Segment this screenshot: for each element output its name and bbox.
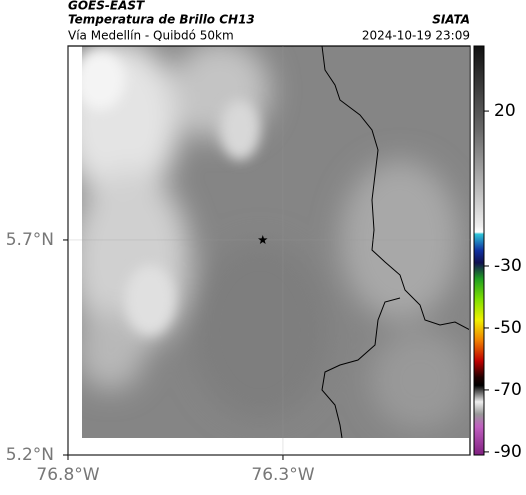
y-tick-label: 5.7°N [6,230,54,250]
subtitle: Temperatura de Brillo CH13 [68,13,255,27]
colorbar-label: -30 [494,256,522,276]
route: Vía Medellín - Quibdó 50km [68,29,234,43]
y-tick-label: 5.2°N [6,445,54,465]
source: SIATA [432,13,470,27]
border-line [321,46,469,331]
border-line [321,297,401,438]
satellite-image [82,46,469,438]
colorbar [473,45,485,456]
x-tick-label: 76.3°W [251,465,314,485]
colorbar-label: -50 [494,318,522,338]
location-marker [258,234,268,245]
colorbar-label: 20 [494,101,516,121]
x-tick-label: 76.8°W [36,465,99,485]
datetime: 2024-10-19 23:09 [362,29,470,43]
title: GOES-EAST [68,0,145,13]
colorbar-label: -90 [494,442,522,462]
colorbar-label: -70 [494,380,522,400]
